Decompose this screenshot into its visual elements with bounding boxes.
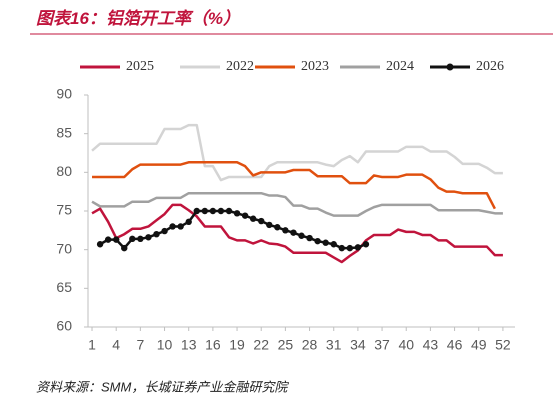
series-marker (129, 235, 136, 243)
series-marker (274, 224, 281, 231)
series-marker (145, 234, 152, 241)
legend-label: 2022 (226, 59, 254, 74)
y-tick-label: 80 (56, 163, 72, 179)
x-tick-label: 25 (278, 337, 294, 353)
series-marker (282, 227, 289, 234)
y-tick-label: 70 (56, 240, 72, 256)
series-marker (241, 212, 249, 219)
series-marker (121, 244, 128, 252)
x-tick-label: 19 (229, 337, 245, 353)
x-tick-label: 7 (136, 337, 144, 353)
series-marker (193, 207, 200, 215)
x-tick-label: 40 (398, 337, 414, 353)
source: 资料来源：SMM，长城证券产业金融研究院 (36, 379, 289, 394)
series-marker (346, 244, 354, 252)
series-marker (185, 218, 192, 226)
series-marker (362, 241, 370, 248)
series-line (99, 209, 367, 250)
series-marker (258, 217, 265, 225)
series-marker (104, 236, 112, 243)
series-marker (249, 215, 257, 222)
series-marker (177, 223, 184, 230)
series-marker (96, 241, 104, 248)
y-tick-label: 85 (56, 124, 72, 140)
series-marker (233, 210, 241, 217)
y-tick-label: 60 (56, 318, 72, 334)
x-tick-label: 49 (471, 337, 487, 353)
x-tick-label: 1 (88, 337, 96, 353)
legend-label: 2024 (386, 59, 414, 74)
series-marker (137, 235, 144, 243)
x-tick-label: 22 (253, 337, 269, 353)
series-marker (112, 236, 120, 243)
y-tick-label: 65 (56, 279, 72, 295)
series-marker (290, 229, 297, 236)
series-marker (201, 207, 209, 215)
series-line (91, 203, 503, 264)
x-tick-label: 13 (181, 337, 197, 353)
series-line (91, 123, 503, 182)
legend-label: 2023 (301, 59, 329, 74)
legend-marker (446, 63, 454, 71)
x-tick-label: 46 (447, 337, 463, 353)
series-marker (169, 223, 176, 230)
series-marker (306, 234, 313, 242)
x-tick-label: 4 (112, 337, 120, 353)
series-marker (330, 241, 337, 248)
series-marker (354, 244, 362, 251)
series-line (91, 191, 503, 217)
series-marker (298, 232, 305, 239)
y-tick-label: 90 (56, 86, 72, 102)
x-tick-label: 52 (495, 337, 511, 353)
series-line (92, 161, 496, 210)
x-tick-label: 31 (326, 337, 342, 353)
series-marker (314, 237, 321, 245)
series-marker (153, 231, 160, 238)
x-tick-label: 10 (157, 337, 173, 353)
series-marker (338, 244, 345, 252)
x-tick-label: 37 (374, 337, 390, 353)
x-tick-label: 16 (205, 337, 221, 353)
legend-label: 2025 (126, 59, 154, 74)
series-marker (266, 221, 273, 229)
chart-title: 图表16：铝箔开工率（%） (36, 9, 240, 28)
series-marker (161, 227, 168, 235)
x-tick-label: 34 (350, 337, 366, 353)
series-marker (217, 207, 225, 215)
series-marker (225, 207, 233, 215)
x-tick-label: 28 (302, 337, 318, 353)
y-tick-label: 75 (56, 202, 72, 218)
legend-label: 2026 (476, 59, 504, 74)
x-tick-label: 43 (423, 337, 439, 353)
series-marker (209, 207, 217, 215)
series-marker (322, 239, 329, 246)
